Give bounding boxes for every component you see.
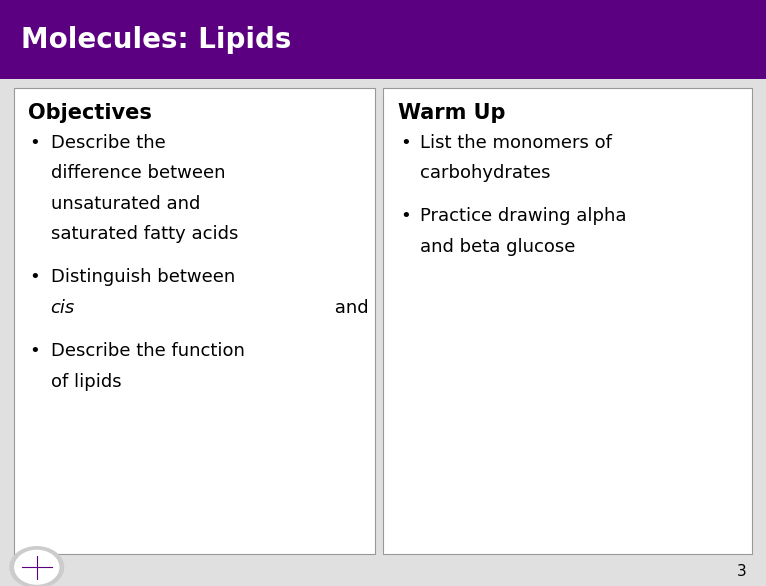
Text: cis: cis [51, 299, 75, 317]
Text: •: • [29, 134, 40, 152]
Text: •: • [400, 207, 411, 226]
Text: Practice drawing alpha: Practice drawing alpha [420, 207, 627, 226]
Text: Describe the function: Describe the function [51, 342, 244, 360]
Text: •: • [29, 268, 40, 287]
Text: carbohydrates: carbohydrates [420, 164, 550, 182]
Bar [14, 88, 375, 554]
Text: Objectives: Objectives [28, 103, 152, 122]
Text: saturated fatty acids: saturated fatty acids [51, 225, 238, 243]
Text: Warm Up: Warm Up [398, 103, 506, 122]
Circle shape [10, 547, 64, 586]
Text: •: • [29, 342, 40, 360]
Text: Describe the: Describe the [51, 134, 165, 152]
Text: Molecules: Lipids: Molecules: Lipids [21, 26, 292, 53]
Bar [383, 88, 752, 554]
Text: •: • [400, 134, 411, 152]
Text: Distinguish between: Distinguish between [51, 268, 235, 287]
Text: and: and [329, 299, 375, 317]
Bar [0, 0, 766, 79]
Text: of lipids: of lipids [51, 373, 121, 391]
Text: unsaturated and: unsaturated and [51, 195, 200, 213]
Circle shape [15, 550, 59, 584]
Text: List the monomers of: List the monomers of [420, 134, 611, 152]
Text: 3: 3 [737, 564, 747, 579]
Text: and beta glucose: and beta glucose [420, 238, 575, 256]
Text: difference between: difference between [51, 164, 225, 182]
